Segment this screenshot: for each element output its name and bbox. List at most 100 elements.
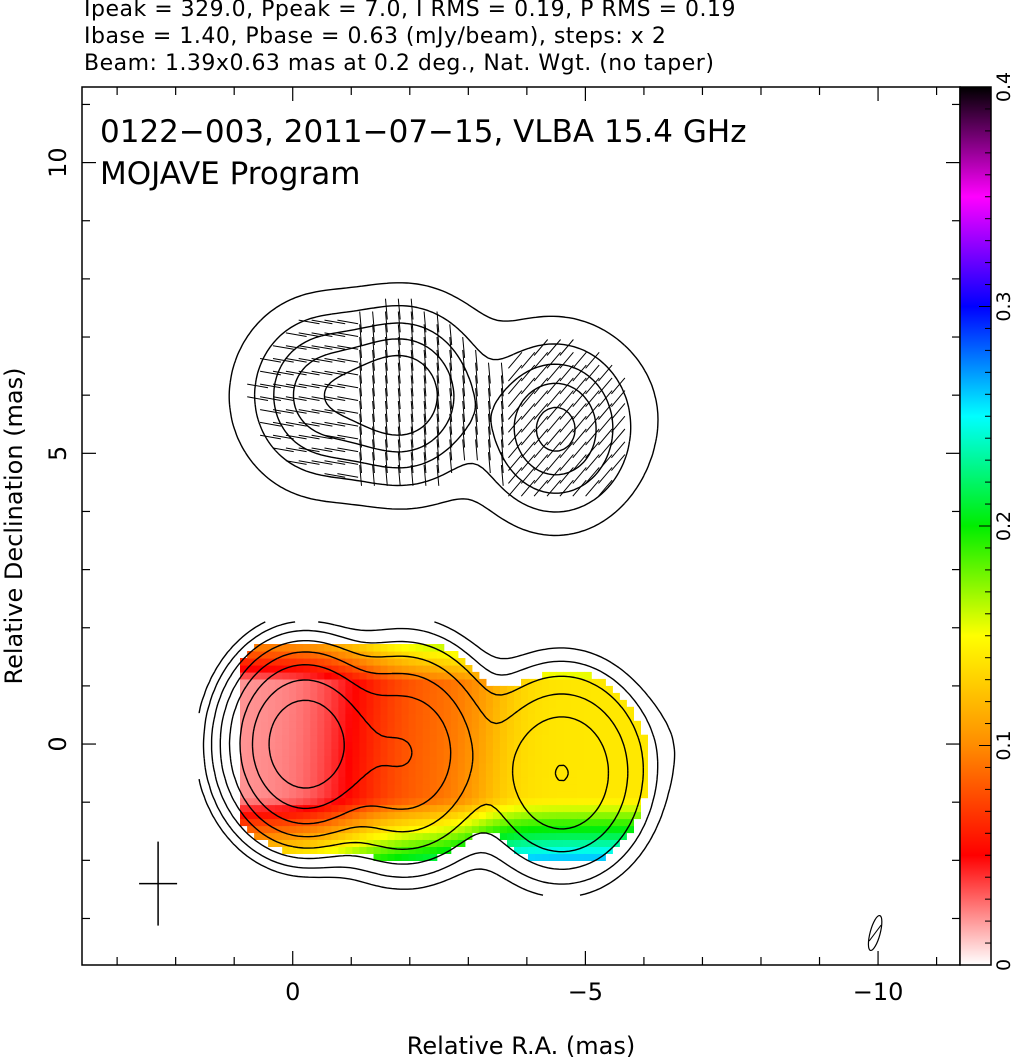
- pol-pixel: [429, 776, 438, 785]
- pol-pixel: [275, 762, 283, 771]
- evpa-tick: [385, 413, 388, 435]
- pol-pixel: [556, 804, 564, 813]
- pol-pixel: [352, 783, 360, 792]
- pol-pixel: [535, 811, 543, 820]
- intensity-contour: [210, 629, 644, 870]
- evpa-tick: [475, 439, 478, 461]
- pol-pixel: [450, 692, 459, 701]
- pol-pixel: [324, 818, 332, 827]
- pol-pixel: [387, 685, 396, 694]
- pol-pixel: [380, 734, 389, 743]
- pol-pixel: [577, 818, 585, 827]
- pol-pixel: [380, 811, 389, 820]
- evpa-tick: [598, 479, 613, 497]
- pol-pixel: [464, 713, 473, 722]
- pol-pixel: [254, 741, 262, 750]
- pol-pixel: [275, 790, 283, 799]
- pol-pixel: [254, 748, 262, 757]
- pol-pixel: [591, 846, 599, 854]
- pol-pixel: [436, 846, 445, 854]
- pol-pixel: [450, 658, 459, 666]
- pol-pixel: [521, 755, 529, 764]
- pol-pixel: [338, 651, 346, 659]
- pol-pixel: [282, 706, 290, 715]
- pol-pixel: [457, 825, 466, 834]
- pol-pixel: [619, 755, 627, 764]
- pol-pixel: [352, 846, 360, 854]
- evpa-tick: [397, 439, 401, 461]
- pol-pixel: [478, 699, 487, 708]
- pol-pixel: [401, 776, 410, 785]
- pol-pixel: [542, 748, 550, 757]
- pol-pixel: [542, 755, 550, 764]
- evpa-tick: [324, 383, 346, 389]
- evpa-tick: [285, 345, 307, 350]
- pol-pixel: [324, 783, 332, 792]
- pol-pixel: [331, 790, 339, 799]
- pol-pixel: [296, 839, 304, 847]
- pol-pixel: [471, 713, 480, 722]
- pol-pixel: [507, 825, 515, 834]
- pol-pixel: [359, 790, 367, 799]
- pol-pixel: [387, 832, 396, 840]
- pol-pixel: [471, 811, 480, 820]
- pol-pixel: [514, 699, 522, 708]
- pol-pixel: [268, 644, 276, 652]
- pol-pixel: [289, 811, 297, 820]
- evpa-tick: [508, 364, 523, 382]
- pol-pixel: [436, 699, 445, 708]
- pol-pixel: [626, 755, 634, 764]
- evpa-tick: [423, 375, 427, 397]
- evpa-tick: [559, 415, 574, 433]
- pol-pixel: [577, 713, 585, 722]
- pol-pixel: [289, 665, 297, 673]
- pol-pixel: [338, 804, 346, 813]
- evpa-tick: [488, 439, 491, 461]
- pol-pixel: [373, 797, 382, 806]
- pol-pixel: [478, 685, 487, 694]
- pol-pixel: [408, 699, 417, 708]
- pol-pixel: [415, 783, 424, 792]
- pol-pixel: [521, 776, 529, 785]
- pol-pixel: [366, 762, 375, 771]
- pol-pixel: [549, 706, 557, 715]
- pol-pixel: [268, 762, 276, 771]
- pol-pixel: [535, 762, 543, 771]
- pol-pixel: [240, 776, 248, 785]
- pol-pixel: [521, 811, 529, 820]
- evpa-tick: [410, 362, 414, 384]
- pol-pixel: [359, 755, 367, 764]
- pol-pixel: [492, 741, 501, 750]
- pol-pixel: [352, 811, 360, 820]
- pol-pixel: [352, 651, 360, 659]
- pol-pixel: [415, 658, 424, 666]
- pol-pixel: [464, 769, 473, 778]
- pol-pixel: [464, 741, 473, 750]
- pol-pixel: [261, 727, 269, 736]
- pol-pixel: [457, 762, 466, 771]
- pol-pixel: [415, 755, 424, 764]
- pol-pixel: [345, 776, 353, 785]
- pol-pixel: [535, 741, 543, 750]
- pol-pixel: [338, 825, 346, 834]
- pol-pixel: [605, 832, 613, 840]
- pol-pixel: [422, 762, 431, 771]
- pol-pixel: [640, 755, 648, 764]
- pol-pixel: [485, 748, 494, 757]
- pol-pixel: [296, 748, 304, 757]
- x-tick-label: −10: [853, 978, 904, 1006]
- pol-pixel: [401, 797, 410, 806]
- pol-pixel: [331, 658, 339, 666]
- pol-pixel: [436, 832, 445, 840]
- pol-pixel: [464, 665, 473, 673]
- pol-pixel: [521, 797, 529, 806]
- pol-pixel: [254, 790, 262, 799]
- pol-pixel: [514, 734, 522, 743]
- pol-pixel: [310, 769, 318, 778]
- pol-pixel: [317, 727, 325, 736]
- pol-pixel: [268, 776, 276, 785]
- evpa-tick: [311, 383, 333, 389]
- pol-pixel: [619, 776, 627, 785]
- pol-pixel: [450, 762, 459, 771]
- pol-pixel: [401, 734, 410, 743]
